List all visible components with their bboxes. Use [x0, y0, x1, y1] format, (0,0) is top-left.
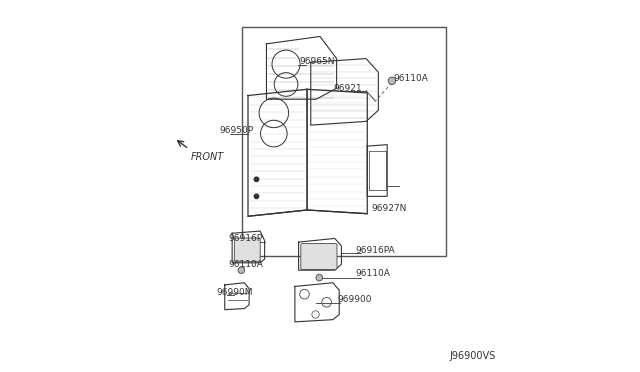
- Text: 96916PA: 96916PA: [355, 246, 395, 255]
- Text: 969900: 969900: [338, 295, 372, 304]
- Circle shape: [238, 267, 244, 273]
- Text: 96916P: 96916P: [228, 234, 262, 243]
- FancyBboxPatch shape: [301, 244, 337, 269]
- Text: 96965N: 96965N: [299, 57, 335, 66]
- Circle shape: [316, 274, 323, 281]
- Text: 96950P: 96950P: [220, 126, 253, 135]
- Text: FRONT: FRONT: [191, 152, 224, 162]
- Circle shape: [388, 77, 396, 84]
- Circle shape: [254, 194, 259, 199]
- Text: 96921: 96921: [333, 84, 362, 93]
- Bar: [243, 27, 445, 256]
- FancyBboxPatch shape: [234, 238, 260, 261]
- Text: 96110A: 96110A: [228, 260, 263, 269]
- Circle shape: [254, 177, 259, 182]
- Text: 96990M: 96990M: [216, 288, 252, 297]
- Text: 96110A: 96110A: [355, 269, 390, 278]
- Text: 96927N: 96927N: [371, 204, 406, 214]
- Text: J96900VS: J96900VS: [449, 352, 495, 361]
- Text: 96110A: 96110A: [394, 74, 429, 83]
